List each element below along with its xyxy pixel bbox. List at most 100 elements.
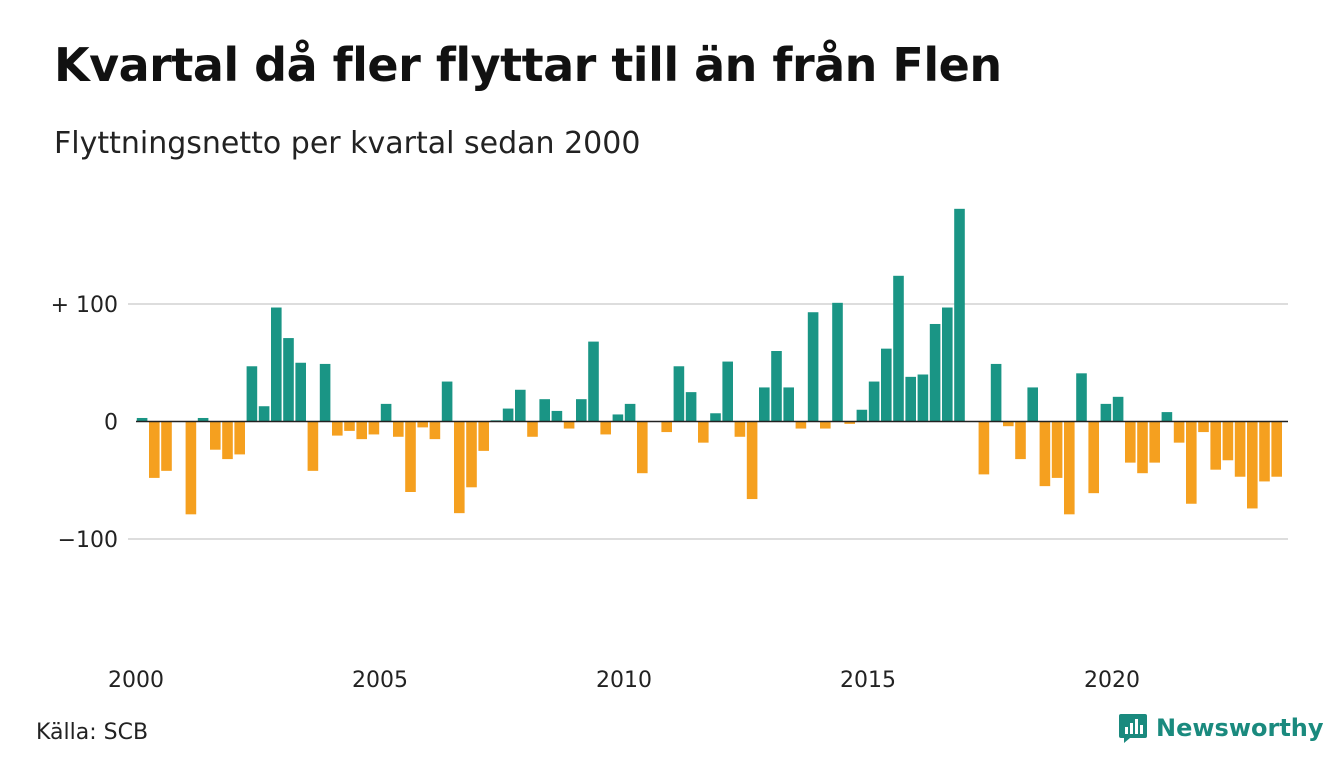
bar	[210, 421, 221, 450]
bar	[515, 389, 526, 422]
bar	[1088, 421, 1099, 494]
bar	[1100, 403, 1112, 422]
bar	[539, 399, 550, 422]
bar	[271, 307, 282, 422]
bar	[1186, 421, 1197, 504]
bar	[1125, 421, 1136, 463]
bar	[1064, 421, 1075, 515]
bar	[624, 403, 636, 422]
bar	[393, 421, 404, 437]
bar	[380, 403, 392, 422]
bar	[417, 421, 428, 428]
bar	[368, 421, 380, 435]
bar	[673, 366, 685, 422]
bar	[978, 421, 990, 475]
bar	[795, 421, 807, 429]
bar	[1247, 421, 1258, 509]
bar	[356, 421, 367, 440]
bar	[1039, 421, 1051, 487]
bar	[759, 387, 770, 422]
bar	[893, 275, 904, 422]
bar	[1051, 421, 1063, 478]
bar	[685, 392, 697, 422]
bar	[307, 421, 319, 471]
bar	[332, 421, 343, 436]
bar	[295, 362, 306, 422]
bar	[637, 421, 648, 474]
bar	[1222, 421, 1234, 461]
bar	[942, 307, 953, 422]
bar	[856, 409, 868, 422]
bar	[881, 348, 892, 422]
bar	[1259, 421, 1270, 482]
bar	[1161, 412, 1173, 422]
bar	[990, 363, 1002, 422]
bar	[283, 338, 294, 422]
bar	[1015, 421, 1026, 460]
brand-name: Newsworthy	[1156, 714, 1324, 742]
bar	[161, 421, 172, 471]
x-tick-label: 2020	[1084, 668, 1140, 693]
newsworthy-logo-icon	[1119, 714, 1147, 743]
bar	[149, 421, 160, 478]
bar	[1137, 421, 1148, 474]
y-tick-label: 0	[104, 411, 118, 436]
bar	[405, 421, 416, 492]
bar	[234, 421, 245, 455]
bar	[1271, 421, 1282, 477]
bar	[820, 421, 831, 429]
bar	[502, 408, 514, 422]
bar	[710, 413, 721, 422]
bar	[1112, 396, 1124, 422]
bar	[661, 421, 672, 433]
x-tick-label: 2005	[352, 668, 408, 693]
bar	[1149, 421, 1160, 463]
bar	[1198, 421, 1209, 433]
bar	[246, 366, 258, 422]
bar	[612, 414, 624, 422]
bar	[783, 387, 794, 422]
bar	[1234, 421, 1246, 477]
bar	[722, 361, 733, 422]
bar	[905, 376, 916, 422]
bar	[1173, 421, 1185, 443]
x-tick-label: 2000	[108, 668, 164, 693]
bar	[1210, 421, 1221, 470]
source-note: Källa: SCB	[36, 720, 149, 745]
bar	[844, 421, 855, 424]
y-tick-label: + 100	[51, 293, 118, 318]
bar	[478, 421, 489, 451]
bar	[466, 421, 477, 488]
bar	[441, 381, 453, 422]
bar	[429, 421, 441, 440]
bar	[136, 417, 148, 422]
bar	[563, 421, 575, 429]
bar	[588, 341, 599, 422]
bar	[1003, 421, 1014, 427]
bar	[576, 399, 587, 422]
bar	[454, 421, 465, 514]
bar	[222, 421, 233, 460]
bar	[551, 410, 563, 422]
bar	[734, 421, 746, 437]
bar	[600, 421, 611, 435]
bar	[1076, 373, 1087, 422]
bar	[197, 417, 209, 422]
y-tick-label: −100	[58, 528, 118, 553]
x-tick-label: 2015	[840, 668, 896, 693]
bar	[954, 208, 965, 422]
bar	[807, 312, 819, 422]
chart-title: Kvartal då fler flyttar till än från Fle…	[54, 38, 1002, 92]
x-tick-label: 2010	[596, 668, 652, 693]
chart-subtitle: Flyttningsnetto per kvartal sedan 2000	[54, 126, 641, 161]
bar	[917, 374, 929, 422]
bar	[746, 421, 758, 500]
brand-logo[interactable]: Newsworthy	[1118, 712, 1324, 744]
bar	[258, 406, 270, 422]
bar	[185, 421, 197, 515]
bar	[868, 381, 880, 422]
bar	[771, 351, 782, 422]
bar	[527, 421, 538, 437]
bar	[832, 302, 843, 422]
